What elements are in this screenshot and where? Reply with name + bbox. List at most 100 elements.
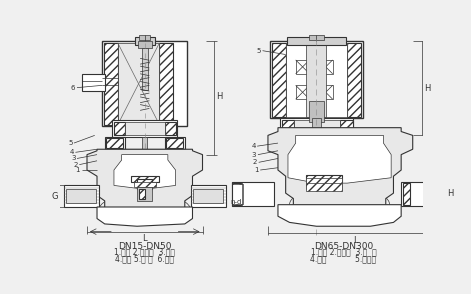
Bar bbox=[287, 37, 346, 44]
Bar bbox=[125, 121, 165, 135]
Text: G: G bbox=[51, 192, 58, 201]
Bar bbox=[232, 184, 244, 204]
Bar bbox=[309, 35, 324, 40]
Bar bbox=[137, 187, 153, 201]
Text: 2: 2 bbox=[73, 162, 78, 168]
Bar bbox=[282, 120, 294, 134]
Bar bbox=[193, 189, 223, 203]
Bar bbox=[139, 35, 150, 40]
Bar bbox=[106, 138, 123, 148]
Bar bbox=[272, 43, 286, 117]
Text: 4.阀盖 5.铁 芯  6.线圈: 4.阀盖 5.铁 芯 6.线圈 bbox=[115, 254, 174, 263]
Bar bbox=[126, 151, 142, 157]
Bar bbox=[296, 60, 309, 74]
Bar bbox=[294, 120, 341, 134]
Text: 5: 5 bbox=[68, 140, 73, 146]
Circle shape bbox=[87, 83, 92, 88]
Bar bbox=[280, 118, 353, 135]
Bar bbox=[138, 188, 145, 199]
Bar bbox=[66, 189, 96, 203]
Bar bbox=[341, 120, 353, 134]
Text: 2: 2 bbox=[253, 159, 257, 165]
Circle shape bbox=[315, 180, 318, 183]
Polygon shape bbox=[114, 155, 176, 189]
Circle shape bbox=[315, 172, 318, 176]
Bar bbox=[131, 176, 159, 182]
Bar bbox=[81, 74, 105, 91]
Text: 3: 3 bbox=[252, 152, 256, 158]
Circle shape bbox=[235, 201, 238, 204]
Text: 4: 4 bbox=[70, 149, 74, 155]
Text: L: L bbox=[142, 234, 147, 243]
Bar bbox=[142, 48, 148, 90]
Bar bbox=[134, 182, 155, 187]
Bar bbox=[296, 85, 309, 99]
Circle shape bbox=[315, 161, 318, 164]
Bar bbox=[113, 120, 177, 137]
Bar bbox=[165, 121, 176, 135]
Bar bbox=[270, 41, 363, 118]
Text: n-d: n-d bbox=[230, 199, 242, 205]
Bar bbox=[319, 85, 333, 99]
Polygon shape bbox=[105, 137, 125, 149]
Bar bbox=[232, 182, 274, 206]
Bar bbox=[432, 182, 444, 203]
Text: L: L bbox=[353, 236, 358, 245]
Bar bbox=[313, 135, 319, 186]
Bar bbox=[114, 121, 125, 135]
Text: 3: 3 bbox=[71, 156, 75, 161]
Circle shape bbox=[235, 196, 238, 198]
Bar bbox=[307, 183, 342, 191]
Bar bbox=[307, 43, 326, 117]
Bar bbox=[403, 183, 410, 205]
Bar bbox=[102, 41, 187, 126]
Bar bbox=[137, 179, 153, 188]
Text: 1.阀体 2.阀塞组  3.弹簧: 1.阀体 2.阀塞组 3.弹簧 bbox=[114, 248, 175, 257]
Text: 1: 1 bbox=[254, 167, 259, 173]
Text: 5: 5 bbox=[257, 48, 261, 54]
Polygon shape bbox=[165, 137, 185, 149]
Circle shape bbox=[87, 75, 92, 80]
Bar bbox=[307, 178, 342, 188]
Text: DN65-DN300: DN65-DN300 bbox=[314, 242, 373, 251]
Text: 6: 6 bbox=[71, 85, 75, 91]
Text: H: H bbox=[216, 92, 223, 101]
Bar bbox=[319, 60, 333, 74]
Bar bbox=[347, 43, 361, 117]
Bar bbox=[191, 186, 226, 207]
Circle shape bbox=[235, 185, 238, 188]
Bar bbox=[309, 101, 324, 122]
Bar bbox=[148, 151, 163, 157]
Text: H: H bbox=[447, 189, 454, 198]
Text: 4.阀盖            5.电磁铁: 4.阀盖 5.电磁铁 bbox=[310, 254, 376, 263]
Text: H: H bbox=[424, 84, 430, 93]
Circle shape bbox=[315, 168, 318, 172]
Text: 1: 1 bbox=[75, 167, 80, 173]
Bar bbox=[142, 137, 147, 179]
Bar bbox=[307, 176, 342, 182]
Circle shape bbox=[315, 153, 318, 156]
Bar bbox=[138, 41, 152, 48]
Text: DN15-DN50: DN15-DN50 bbox=[118, 242, 171, 251]
Bar bbox=[159, 43, 173, 125]
Bar bbox=[286, 43, 347, 117]
Bar bbox=[118, 43, 159, 125]
Bar bbox=[104, 43, 118, 125]
Polygon shape bbox=[278, 205, 401, 226]
Circle shape bbox=[315, 176, 318, 179]
Polygon shape bbox=[288, 135, 391, 183]
Bar bbox=[312, 118, 321, 135]
Bar bbox=[125, 149, 165, 158]
Text: 1.阀体 2.阀塞组  3.弹  簧: 1.阀体 2.阀塞组 3.弹 簧 bbox=[310, 248, 376, 257]
Circle shape bbox=[235, 190, 238, 193]
Polygon shape bbox=[268, 128, 413, 206]
Circle shape bbox=[315, 165, 318, 168]
Bar bbox=[64, 186, 98, 207]
Bar bbox=[135, 37, 155, 44]
Circle shape bbox=[315, 157, 318, 160]
Polygon shape bbox=[87, 149, 203, 208]
Bar bbox=[401, 182, 444, 206]
Polygon shape bbox=[97, 207, 193, 226]
Bar bbox=[166, 138, 183, 148]
Bar bbox=[233, 183, 241, 205]
